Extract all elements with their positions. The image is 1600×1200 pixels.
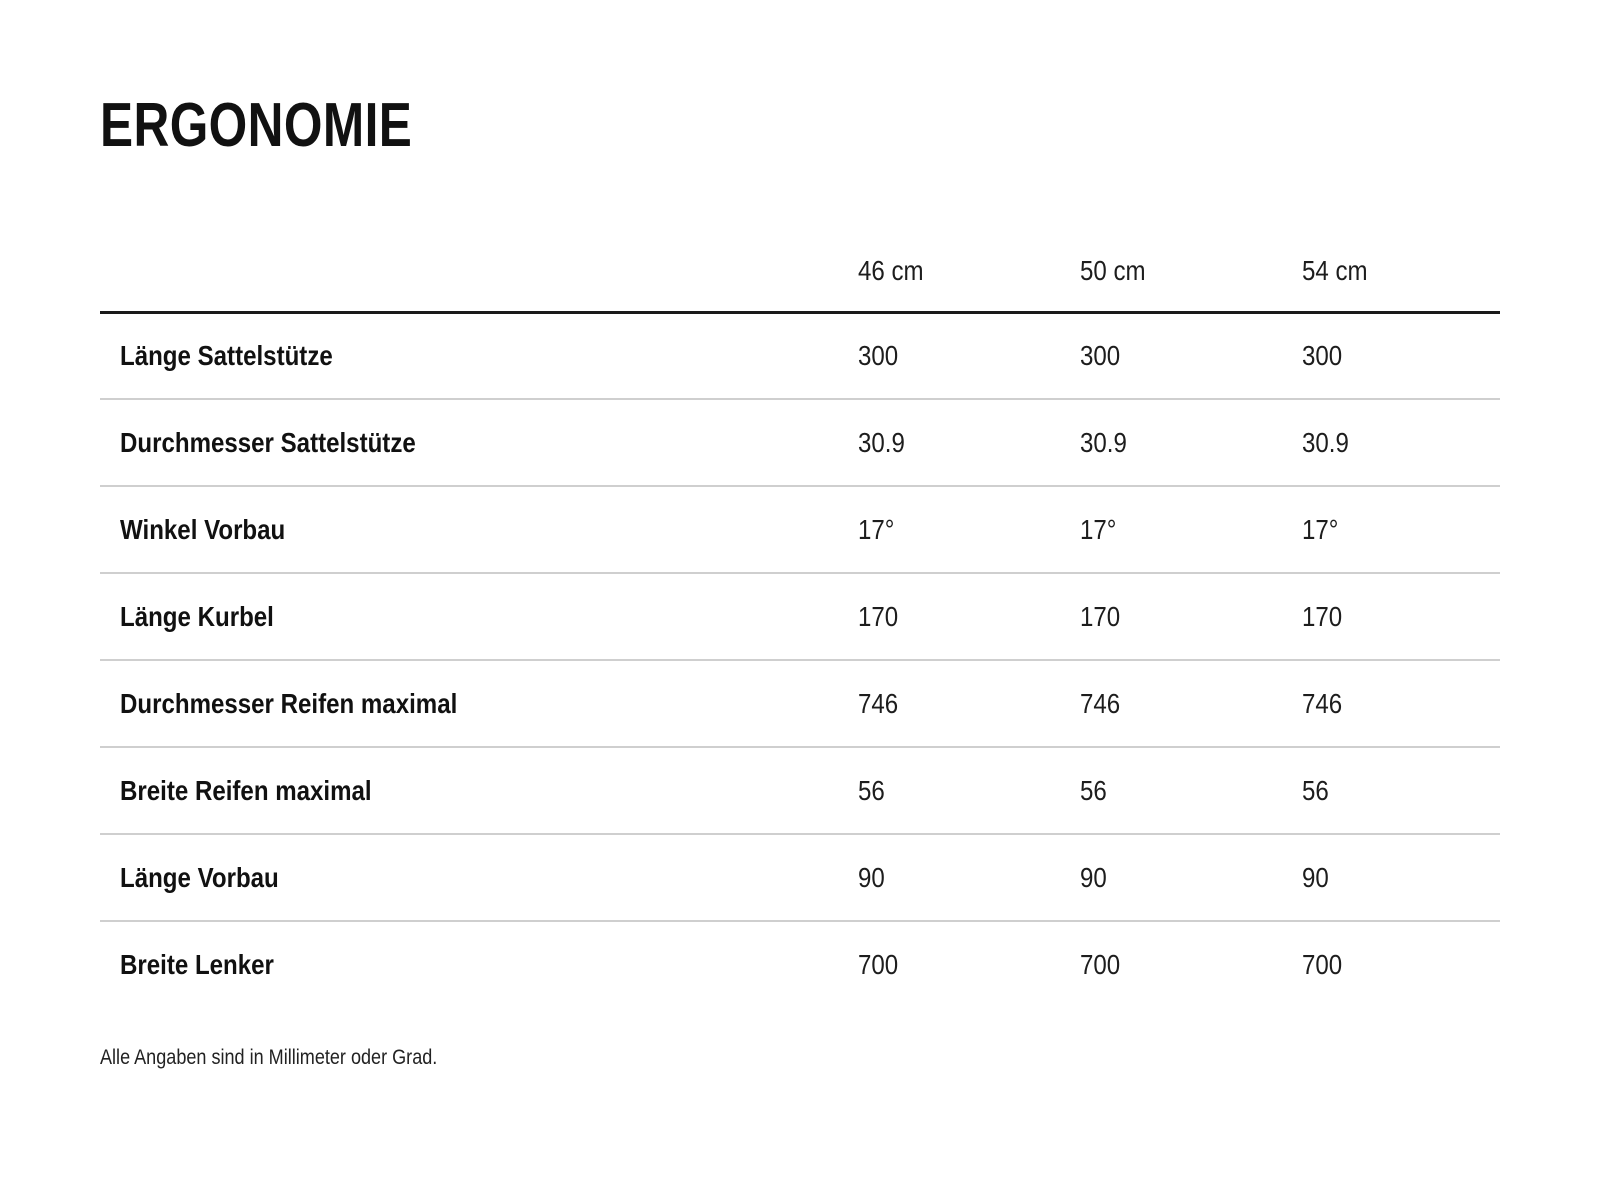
row-label: Durchmesser Reifen maximal: [100, 660, 858, 747]
value-text: 17°: [1080, 513, 1117, 545]
ergonomics-section: ERGONOMIE 46 cm 50 cm 54 cm Länge Sattelst…: [100, 88, 1500, 1070]
value-text: 746: [1080, 687, 1121, 719]
value-cell: 90: [1080, 834, 1302, 921]
table-row: Länge Vorbau 90 90 90: [100, 834, 1500, 921]
value-cell: 300: [1302, 312, 1500, 399]
value-cell: 746: [858, 660, 1080, 747]
value-cell: 56: [858, 747, 1080, 834]
value-text: 700: [1302, 949, 1343, 980]
value-cell: 700: [858, 921, 1080, 1008]
row-label: Winkel Vorbau: [100, 486, 858, 573]
table-body: Länge Sattelstütze 300 300 300 Durchmesser S…: [100, 312, 1500, 1008]
size-column-header-text: 50 cm: [1080, 254, 1146, 286]
value-cell: 170: [1302, 573, 1500, 660]
value-text: 17°: [1302, 513, 1339, 545]
table-row: Durchmesser Sattelstütze 30.9 30.9 30.9: [100, 399, 1500, 486]
value-cell: 300: [1080, 312, 1302, 399]
value-text: 300: [1080, 339, 1121, 371]
table-header-row: 46 cm 50 cm 54 cm: [100, 164, 1500, 312]
units-footnote-text: Alle Angaben sind in Millimeter oder Gra…: [100, 1046, 438, 1069]
row-label-text: Breite Lenker: [120, 949, 274, 980]
value-text: 170: [858, 600, 899, 632]
row-label: Breite Lenker: [100, 921, 858, 1008]
page-title-text: ERGONOMIE: [100, 91, 413, 160]
value-text: 700: [858, 949, 899, 980]
value-cell: 17°: [858, 486, 1080, 573]
size-column-header: 54 cm: [1302, 164, 1500, 312]
value-text: 90: [1302, 861, 1329, 893]
value-text: 300: [858, 339, 899, 371]
size-column-header-text: 54 cm: [1302, 254, 1368, 286]
value-text: 17°: [858, 513, 895, 545]
page-title: ERGONOMIE: [100, 88, 1500, 164]
row-label-text: Länge Vorbau: [120, 861, 279, 893]
value-text: 90: [1080, 861, 1107, 893]
value-cell: 56: [1080, 747, 1302, 834]
value-cell: 746: [1080, 660, 1302, 747]
value-cell: 17°: [1080, 486, 1302, 573]
size-column-header-text: 46 cm: [858, 254, 924, 286]
value-text: 300: [1302, 339, 1343, 371]
row-label-text: Länge Sattelstütze: [120, 339, 333, 371]
value-cell: 700: [1302, 921, 1500, 1008]
ergonomics-table: 46 cm 50 cm 54 cm Länge Sattelstütze 300 300…: [100, 164, 1500, 1008]
value-text: 56: [1080, 774, 1107, 806]
table-row: Länge Kurbel 170 170 170: [100, 573, 1500, 660]
size-column-header: 50 cm: [1080, 164, 1302, 312]
row-label-text: Breite Reifen maximal: [120, 774, 372, 806]
table-row: Breite Lenker 700 700 700: [100, 921, 1500, 1008]
value-cell: 300: [858, 312, 1080, 399]
value-cell: 30.9: [1302, 399, 1500, 486]
value-text: 56: [858, 774, 885, 806]
table-row: Durchmesser Reifen maximal 746 746 746: [100, 660, 1500, 747]
table-row: Breite Reifen maximal 56 56 56: [100, 747, 1500, 834]
value-cell: 170: [858, 573, 1080, 660]
value-cell: 30.9: [1080, 399, 1302, 486]
row-label-text: Durchmesser Sattelstütze: [120, 426, 416, 458]
row-label-text: Länge Kurbel: [120, 600, 274, 632]
table-row: Winkel Vorbau 17° 17° 17°: [100, 486, 1500, 573]
value-text: 700: [1080, 949, 1121, 980]
header-spacer-cell: [100, 164, 858, 312]
value-text: 746: [1302, 687, 1343, 719]
row-label: Durchmesser Sattelstütze: [100, 399, 858, 486]
row-label-text: Winkel Vorbau: [120, 513, 286, 545]
value-cell: 90: [858, 834, 1080, 921]
value-cell: 17°: [1302, 486, 1500, 573]
row-label: Länge Kurbel: [100, 573, 858, 660]
row-label: Länge Vorbau: [100, 834, 858, 921]
value-cell: 90: [1302, 834, 1500, 921]
row-label: Breite Reifen maximal: [100, 747, 858, 834]
value-text: 170: [1302, 600, 1343, 632]
units-footnote: Alle Angaben sind in Millimeter oder Gra…: [100, 1046, 1500, 1070]
row-label-text: Durchmesser Reifen maximal: [120, 687, 458, 719]
value-cell: 700: [1080, 921, 1302, 1008]
value-text: 746: [858, 687, 899, 719]
row-label: Länge Sattelstütze: [100, 312, 858, 399]
value-text: 30.9: [858, 426, 905, 458]
value-cell: 746: [1302, 660, 1500, 747]
value-text: 170: [1080, 600, 1121, 632]
value-text: 30.9: [1080, 426, 1127, 458]
value-text: 56: [1302, 774, 1329, 806]
value-cell: 170: [1080, 573, 1302, 660]
value-cell: 30.9: [858, 399, 1080, 486]
value-text: 30.9: [1302, 426, 1349, 458]
value-cell: 56: [1302, 747, 1500, 834]
size-column-header: 46 cm: [858, 164, 1080, 312]
value-text: 90: [858, 861, 885, 893]
table-row: Länge Sattelstütze 300 300 300: [100, 312, 1500, 399]
